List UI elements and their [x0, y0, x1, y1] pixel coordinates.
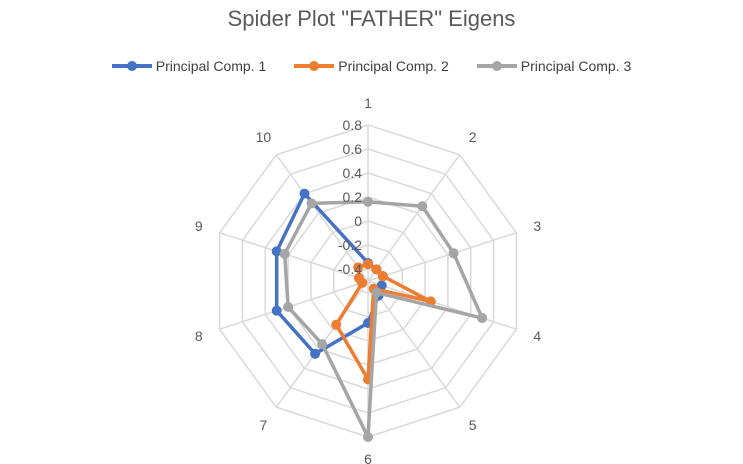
data-point-series-1[interactable] — [271, 305, 282, 316]
category-label: 3 — [533, 218, 541, 234]
category-label: 9 — [195, 218, 203, 234]
data-point-series-1[interactable] — [299, 188, 310, 199]
legend-item-series-2[interactable]: Principal Comp. 2 — [294, 58, 449, 74]
legend-label-series-3: Principal Comp. 3 — [520, 58, 632, 74]
data-point-series-2[interactable] — [363, 259, 373, 270]
radar-grid — [218, 124, 518, 438]
legend-swatch-series-3 — [476, 61, 517, 71]
data-point-series-3[interactable] — [306, 198, 317, 209]
data-point-series-3[interactable] — [448, 248, 459, 259]
data-point-series-2[interactable] — [353, 262, 364, 273]
category-label: 1 — [364, 95, 372, 111]
data-point-series-3[interactable] — [279, 248, 290, 259]
grid-spoke — [219, 232, 369, 282]
data-point-series-2[interactable] — [353, 273, 364, 284]
radar-series — [271, 188, 488, 442]
data-point-series-3[interactable] — [371, 287, 382, 298]
data-point-series-3[interactable] — [477, 313, 488, 324]
radial-tick-label: 0 — [354, 213, 362, 229]
category-label: 5 — [469, 417, 477, 433]
legend-label-series-2: Principal Comp. 2 — [338, 58, 449, 74]
data-point-series-3[interactable] — [363, 196, 373, 207]
category-label: 10 — [256, 129, 272, 145]
grid-spoke — [367, 280, 461, 408]
legend-item-series-3[interactable]: Principal Comp. 3 — [476, 58, 632, 74]
data-point-series-3[interactable] — [317, 339, 328, 350]
data-point-series-1[interactable] — [376, 280, 387, 291]
radial-tick-label: 0.6 — [343, 141, 363, 157]
category-label: 7 — [259, 417, 267, 433]
series-line-3 — [282, 200, 484, 439]
data-point-series-1[interactable] — [271, 246, 282, 257]
category-label: 8 — [195, 328, 203, 344]
legend-swatch-series-1 — [111, 61, 152, 71]
data-point-series-3[interactable] — [417, 201, 428, 212]
data-point-series-2[interactable] — [371, 264, 382, 275]
grid-spoke — [367, 280, 517, 330]
data-point-series-2[interactable] — [331, 319, 342, 330]
chart-title: Spider Plot "FATHER" Eigens — [227, 6, 516, 31]
data-point-series-2[interactable] — [377, 271, 388, 282]
legend-label-series-1: Principal Comp. 1 — [155, 58, 267, 74]
legend-swatch-series-2 — [294, 61, 335, 71]
category-label: 6 — [364, 451, 372, 464]
data-point-series-1[interactable] — [310, 348, 321, 359]
radial-tick-label: -0.4 — [338, 261, 362, 277]
series-line-1 — [274, 191, 385, 356]
data-point-series-3[interactable] — [283, 301, 294, 312]
radial-tick-label: 0.8 — [343, 117, 363, 133]
legend-item-series-1[interactable]: Principal Comp. 1 — [111, 58, 267, 74]
radar-labels: -0.4 -0.2 0 0.2 0.4 0.6 0.81 2 3 4 5 6 7 8 9 10 — [195, 95, 542, 464]
grid-spoke — [367, 232, 517, 282]
radial-tick-label: -0.2 — [338, 237, 362, 253]
category-label: 2 — [469, 129, 477, 145]
data-point-series-3[interactable] — [363, 432, 373, 442]
radial-tick-label: 0.2 — [343, 189, 363, 205]
grid-spoke — [219, 280, 369, 330]
category-label: 4 — [533, 328, 541, 344]
radial-tick-label: 0.4 — [343, 165, 363, 181]
legend: Principal Comp. 1 Principal Comp. 2 Prin… — [0, 58, 743, 74]
grid-spoke — [275, 154, 369, 282]
grid-spoke — [367, 154, 461, 282]
